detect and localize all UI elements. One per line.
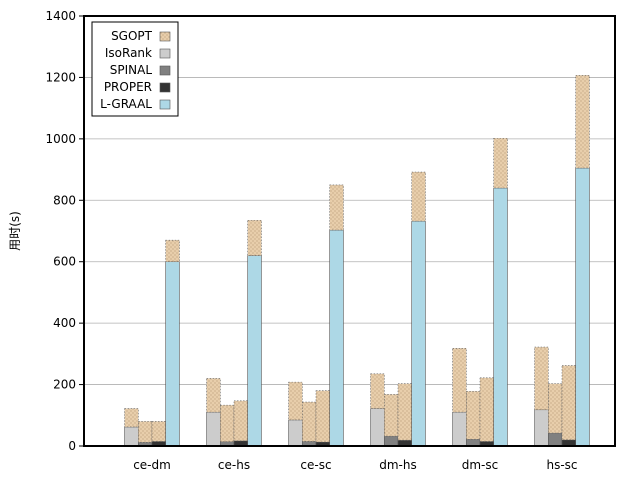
y-tick-label: 1400 [45, 9, 76, 23]
bar-spinal-hs-sc [547, 432, 563, 447]
bar-sgopt-l-graal-ce-hs [247, 219, 262, 256]
bar-sgopt-proper-dm-hs [397, 383, 412, 441]
bar-isorank-dm-hs [370, 408, 385, 447]
bar-sgopt-isorank-dm-hs [370, 373, 385, 409]
bars [124, 74, 590, 447]
y-tick-label: 400 [53, 316, 76, 330]
legend-swatch-isorank [159, 48, 171, 59]
y-axis-title: 用时(s) [8, 211, 22, 251]
y-tick-label: 600 [53, 255, 76, 269]
bar-sgopt-spinal-dm-hs [383, 394, 399, 437]
bar-l-graal-dm-hs [411, 220, 426, 447]
bar-sgopt-proper-hs-sc [561, 365, 576, 441]
x-tick-label: ce-dm [133, 458, 171, 472]
x-tick-label: dm-sc [462, 458, 499, 472]
bar-isorank-ce-hs [206, 411, 221, 447]
bar-sgopt-spinal-ce-dm [138, 421, 153, 443]
bar-spinal-dm-hs [383, 435, 399, 447]
x-tick-label: hs-sc [546, 458, 577, 472]
legend-swatch-proper [159, 82, 171, 93]
bar-sgopt-spinal-ce-hs [220, 404, 235, 442]
bar-sgopt-spinal-ce-sc [301, 401, 317, 442]
bar-sgopt-isorank-ce-hs [206, 378, 221, 413]
bar-sgopt-l-graal-hs-sc [575, 74, 590, 169]
bar-isorank-dm-sc [452, 411, 467, 447]
bar-l-graal-dm-sc [493, 187, 508, 447]
gridlines [84, 77, 615, 385]
bar-sgopt-proper-ce-sc [315, 390, 330, 443]
legend-label: IsoRank [105, 46, 152, 60]
y-tick-label: 800 [53, 193, 76, 207]
bar-l-graal-hs-sc [575, 167, 590, 447]
bar-sgopt-proper-ce-hs [233, 400, 248, 442]
bar-l-graal-ce-hs [247, 255, 262, 447]
bar-sgopt-isorank-dm-sc [452, 348, 467, 413]
bar-l-graal-ce-sc [329, 229, 344, 447]
bar-l-graal-ce-dm [165, 261, 180, 447]
y-tick-label: 200 [53, 378, 76, 392]
bar-isorank-hs-sc [534, 409, 549, 447]
bar-sgopt-l-graal-dm-hs [411, 171, 426, 222]
legend-swatch-l-graal [159, 99, 171, 110]
bar-sgopt-proper-dm-sc [479, 377, 494, 442]
x-tick-label: dm-hs [379, 458, 417, 472]
y-tick-label: 1000 [45, 132, 76, 146]
legend: SGOPT IsoRank SPINAL PROPER L-GRAAL [91, 21, 179, 117]
bar-spinal-dm-sc [465, 438, 481, 447]
bar-isorank-ce-dm [124, 426, 139, 447]
legend-label: L-GRAAL [100, 97, 152, 111]
bar-sgopt-l-graal-ce-dm [165, 239, 180, 263]
bar-sgopt-isorank-ce-sc [288, 381, 303, 421]
x-tick-label: ce-hs [218, 458, 250, 472]
bar-sgopt-isorank-hs-sc [534, 346, 549, 411]
legend-swatch-spinal [159, 65, 171, 76]
bar-sgopt-spinal-dm-sc [465, 391, 481, 440]
bar-isorank-ce-sc [288, 419, 303, 447]
y-tick-label: 1200 [45, 70, 76, 84]
y-axis-ticks: 0 200 400 600 800 1000 1200 1400 [45, 9, 84, 453]
plot-frame [83, 15, 616, 447]
bar-sgopt-isorank-ce-dm [124, 408, 139, 428]
bar-sgopt-l-graal-dm-sc [493, 137, 508, 189]
bar-sgopt-l-graal-ce-sc [329, 184, 344, 231]
legend-label: PROPER [104, 80, 152, 94]
legend-label: SPINAL [110, 63, 153, 77]
bar-sgopt-proper-ce-dm [151, 421, 166, 442]
legend-swatch-sgopt [159, 31, 171, 42]
bar-sgopt-spinal-hs-sc [547, 383, 563, 434]
x-tick-label: ce-sc [300, 458, 331, 472]
y-tick-label: 0 [68, 439, 76, 453]
x-axis-ticks: ce-dm ce-hs ce-sc dm-hs dm-sc hs-sc [133, 458, 577, 472]
legend-label: SGOPT [111, 29, 153, 43]
